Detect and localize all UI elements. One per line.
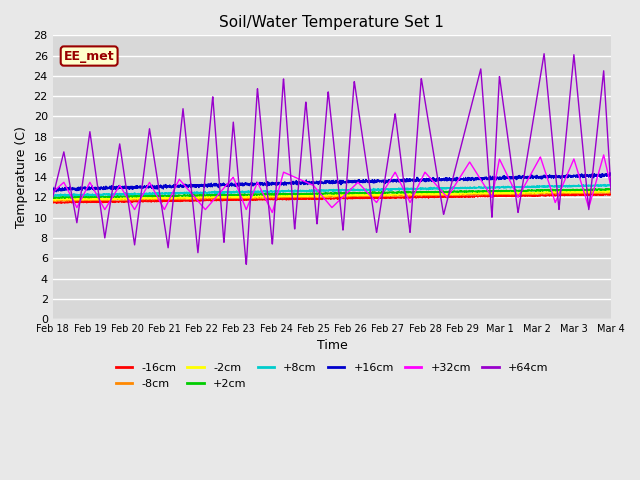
Y-axis label: Temperature (C): Temperature (C) [15,126,28,228]
Legend: -16cm, -8cm, -2cm, +2cm, +8cm, +16cm, +32cm, +64cm: -16cm, -8cm, -2cm, +2cm, +8cm, +16cm, +3… [111,359,552,393]
Title: Soil/Water Temperature Set 1: Soil/Water Temperature Set 1 [220,15,444,30]
Text: EE_met: EE_met [64,49,115,62]
X-axis label: Time: Time [317,339,348,352]
